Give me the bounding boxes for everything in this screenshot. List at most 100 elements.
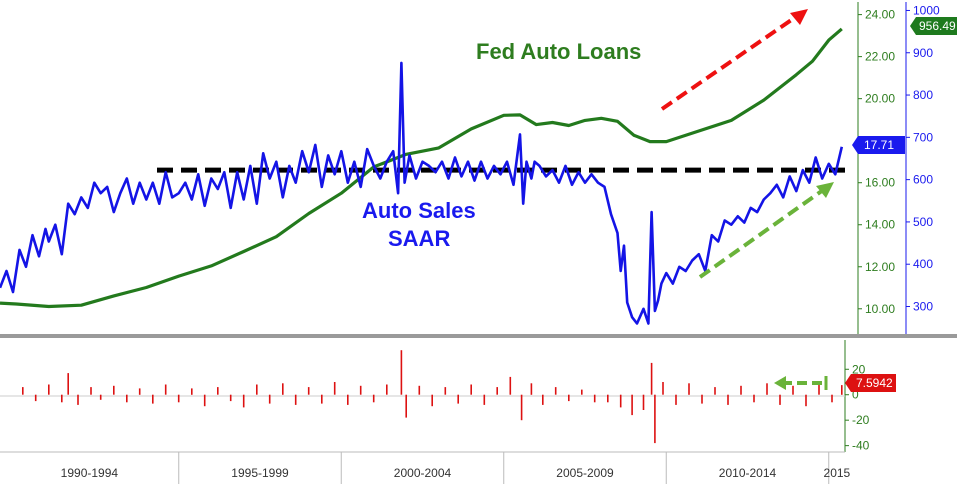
x-axis-label: 1995-1999 <box>231 466 289 480</box>
change-bar <box>818 384 820 395</box>
change-bar <box>457 394 459 404</box>
change-bar <box>675 394 677 405</box>
change-bar <box>714 387 716 395</box>
lower-panel: 20 0 -20 -40 7.5942 <box>0 340 896 453</box>
last-value-auto-sales-tag: 17.71 <box>852 136 905 154</box>
change-bar <box>177 394 180 403</box>
change-tick-label: 0 <box>852 388 859 402</box>
change-bar <box>61 394 63 403</box>
auto-sales-tick-label: 22.00 <box>865 50 895 64</box>
x-axis-label: 2005-2009 <box>556 466 614 480</box>
change-bar <box>229 394 232 402</box>
change-bar <box>152 394 154 404</box>
change-bar <box>444 387 447 395</box>
change-bar <box>766 383 768 395</box>
change-bar <box>34 394 37 402</box>
change-bar <box>164 384 167 395</box>
red-arrow-head-icon <box>790 9 808 25</box>
change-bar <box>113 385 115 395</box>
last-value-auto-sales: 17.71 <box>864 138 894 152</box>
change-bar <box>77 394 79 405</box>
fed-loans-tick-label: 600 <box>913 173 933 187</box>
green-flat-arrow-head-icon <box>774 376 786 390</box>
change-bar <box>138 388 141 395</box>
fed-loans-tick-label: 800 <box>913 88 933 102</box>
change-bar <box>242 394 245 408</box>
change-bar <box>792 385 794 395</box>
change-bar <box>727 394 729 405</box>
change-bar <box>619 394 622 408</box>
x-axis: 1990-1994 1995-1999 2000-2004 2005-2009 2010… <box>0 451 851 484</box>
change-bar <box>688 383 690 395</box>
green-arrow-head-icon <box>816 182 834 198</box>
change-bar <box>67 373 69 395</box>
change-bar <box>631 394 633 416</box>
change-bar <box>22 387 24 395</box>
change-bar <box>470 384 472 395</box>
change-bar <box>347 394 349 405</box>
change-bar <box>701 394 703 404</box>
change-bar <box>542 394 544 405</box>
change-tick-label: 20 <box>852 362 866 376</box>
change-bar <box>418 385 421 395</box>
auto-sales-line <box>0 61 844 325</box>
change-bar <box>431 394 433 407</box>
change-bar <box>372 394 375 403</box>
change-bar <box>256 384 258 395</box>
change-bar <box>294 394 297 405</box>
last-value-fed-auto-loans: 956.49 <box>919 19 956 33</box>
change-bar <box>268 394 271 404</box>
fed-loans-tick-label: 900 <box>913 46 933 60</box>
bar-layer <box>22 350 843 444</box>
change-bar <box>405 394 407 418</box>
change-bar <box>831 394 833 403</box>
last-value-change-tag: 7.5942 <box>845 374 896 392</box>
change-bar <box>48 384 50 395</box>
change-bar <box>483 394 486 405</box>
change-bar <box>359 385 362 395</box>
change-bar <box>520 394 523 421</box>
change-bar <box>740 385 742 395</box>
change-bar <box>554 387 557 395</box>
change-bar <box>581 389 583 395</box>
auto-sales-tick-label: 24.00 <box>865 8 895 22</box>
saar-label: SAAR <box>388 226 450 251</box>
fed-loans-tick-label: 700 <box>913 130 933 144</box>
change-tick-label: -40 <box>852 439 870 453</box>
auto-sales-tick-label: 14.00 <box>865 218 895 232</box>
change-bar <box>593 394 596 403</box>
change-bar <box>509 376 512 395</box>
change-bar <box>841 385 843 395</box>
change-bar <box>805 394 807 407</box>
change-bar <box>203 394 206 407</box>
change-bar <box>530 383 533 395</box>
change-bar <box>90 387 92 395</box>
x-axis-label: 1990-1994 <box>61 466 119 480</box>
change-bar <box>650 362 653 395</box>
change-bar <box>191 388 193 395</box>
change-bar <box>662 382 664 395</box>
panel-divider <box>0 334 957 338</box>
change-bar <box>753 394 755 403</box>
auto-sales-label: Auto Sales <box>362 198 476 223</box>
auto-sales-tick-label: 20.00 <box>865 92 895 106</box>
change-bar <box>282 383 284 395</box>
change-bar <box>654 394 656 444</box>
change-bar <box>217 387 219 395</box>
fed-loans-tick-label: 400 <box>913 257 933 271</box>
change-bar <box>333 382 336 395</box>
change-bar <box>496 387 498 395</box>
last-value-fed-auto-loans-tag: 956.49 <box>910 17 957 35</box>
last-value-change: 7.5942 <box>856 376 893 390</box>
x-axis-label: 2000-2004 <box>394 466 452 480</box>
fed-auto-loans-line <box>0 27 843 309</box>
change-bar <box>607 394 609 403</box>
change-bar <box>400 350 403 395</box>
x-axis-label: 2010-2014 <box>719 466 777 480</box>
series-layer <box>0 27 844 325</box>
change-bar <box>642 394 645 410</box>
fed-loans-tick-label: 500 <box>913 215 933 229</box>
fed-loans-tick-label: 300 <box>913 300 933 314</box>
fed-loans-axis-ticks: 1000 900 800 700 600 500 400 300 <box>906 3 940 314</box>
